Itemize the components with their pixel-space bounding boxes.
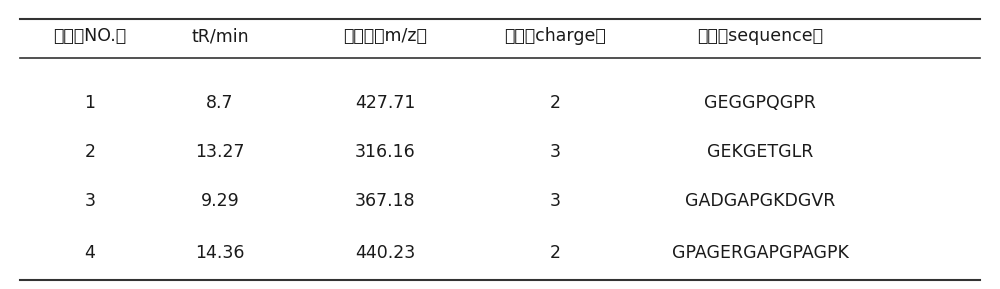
Text: 13.27: 13.27	[195, 143, 245, 161]
Text: tR/min: tR/min	[191, 27, 249, 45]
Text: 2: 2	[84, 143, 96, 161]
Text: GEGGPQGPR: GEGGPQGPR	[704, 94, 816, 112]
Text: 3: 3	[550, 192, 560, 210]
Text: 电荷（charge）: 电荷（charge）	[504, 27, 606, 45]
Text: 9.29: 9.29	[201, 192, 239, 210]
Text: 序列（sequence）: 序列（sequence）	[697, 27, 823, 45]
Text: 2: 2	[550, 244, 560, 262]
Text: 440.23: 440.23	[355, 244, 415, 262]
Text: 8.7: 8.7	[206, 94, 234, 112]
Text: 4: 4	[85, 244, 95, 262]
Text: 质荷比（m/z）: 质荷比（m/z）	[343, 27, 427, 45]
Text: GEKGETGLR: GEKGETGLR	[707, 143, 813, 161]
Text: 316.16: 316.16	[355, 143, 415, 161]
Text: 编号（NO.）: 编号（NO.）	[53, 27, 127, 45]
Text: GADGAPGKDGVR: GADGAPGKDGVR	[685, 192, 835, 210]
Text: 427.71: 427.71	[355, 94, 415, 112]
Text: 14.36: 14.36	[195, 244, 245, 262]
Text: 2: 2	[550, 94, 560, 112]
Text: 1: 1	[84, 94, 96, 112]
Text: 3: 3	[84, 192, 96, 210]
Text: 367.18: 367.18	[355, 192, 415, 210]
Text: GPAGERGAPGPAGPK: GPAGERGAPGPAGPK	[672, 244, 848, 262]
Text: 3: 3	[550, 143, 560, 161]
